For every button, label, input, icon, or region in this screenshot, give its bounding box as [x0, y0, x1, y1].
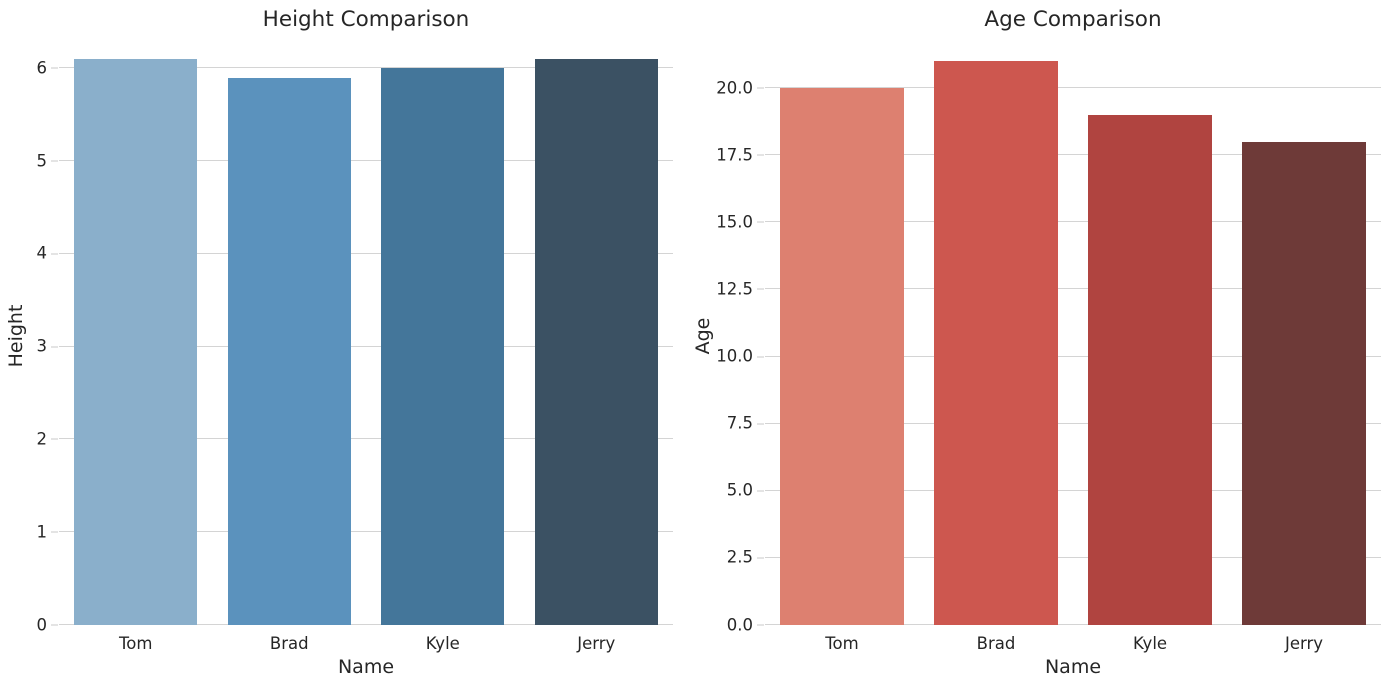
y-gridline [59, 438, 673, 440]
bar-tom-height [74, 59, 198, 625]
height-chart-plot-area: 0 1 2 3 4 5 6 Tom Brad Kyle Jerry [37, 47, 673, 652]
y-gridline [765, 556, 1381, 558]
y-tick-mark [757, 624, 764, 626]
y-gridline [59, 67, 673, 69]
y-tick-mark [51, 346, 58, 348]
y-tick-label: 1 [36, 521, 48, 541]
y-tick-label: 10.0 [716, 346, 753, 366]
x-tick-label: Brad [976, 634, 1016, 653]
height-chart-title: Height Comparison [262, 7, 470, 32]
x-tick-label: Kyle [1132, 634, 1168, 653]
height-x-axis-label: Name [337, 656, 395, 678]
y-tick-label: 6 [36, 58, 48, 78]
x-tick-label: Kyle [425, 634, 460, 653]
y-tick-mark [51, 438, 58, 440]
y-tick-label: 17.5 [716, 144, 753, 164]
y-gridline [59, 252, 673, 254]
age-chart-title: Age Comparison [984, 7, 1162, 32]
y-tick-mark [51, 531, 58, 533]
y-gridline [765, 221, 1381, 223]
y-gridline [765, 87, 1381, 89]
x-tick-label: Jerry [577, 634, 616, 653]
bar-tom-age [780, 88, 904, 625]
age-x-axis-label: Name [1044, 656, 1102, 678]
height-y-axis-label: Height [5, 304, 27, 368]
y-tick-label: 2 [36, 429, 48, 449]
bar-brad-height [227, 77, 351, 625]
y-tick-mark [757, 490, 764, 492]
y-tick-mark [757, 221, 764, 223]
age-chart-plot-area: 0.0 2.5 5.0 7.5 10.0 12.5 15.0 17.5 20.0 Tom Brad K… [716, 47, 1381, 652]
y-tick-label: 3 [36, 336, 48, 356]
bar-kyle-height [381, 68, 505, 625]
y-tick-mark [757, 557, 764, 559]
y-tick-mark [757, 154, 764, 156]
y-tick-label: 12.5 [716, 279, 753, 299]
bar-jerry-height [534, 59, 658, 625]
x-tick-label: Brad [269, 634, 309, 653]
y-tick-mark [51, 253, 58, 255]
y-tick-label: 2.5 [726, 547, 753, 567]
y-gridline [765, 288, 1381, 290]
y-gridline [765, 624, 1381, 625]
y-tick-mark [51, 67, 58, 69]
y-gridline [59, 624, 673, 625]
y-tick-label: 4 [36, 243, 48, 263]
x-tick-label: Tom [825, 634, 859, 653]
y-gridline [765, 489, 1381, 491]
y-gridline [765, 422, 1381, 424]
y-tick-mark [757, 87, 764, 89]
y-gridline [765, 355, 1381, 357]
y-tick-label: 15.0 [716, 212, 753, 232]
y-tick-mark [757, 356, 764, 358]
y-tick-label: 0.0 [726, 614, 753, 634]
y-gridline [59, 531, 673, 533]
bar-jerry-age [1242, 141, 1366, 625]
bar-brad-age [934, 61, 1058, 625]
y-tick-mark [757, 423, 764, 425]
y-gridline [59, 160, 673, 162]
y-tick-label: 5 [36, 150, 48, 170]
y-tick-label: 7.5 [726, 413, 753, 433]
y-tick-mark [757, 288, 764, 290]
y-tick-mark [51, 624, 58, 626]
x-tick-label: Tom [119, 634, 153, 653]
age-y-axis-label: Age [692, 317, 714, 355]
y-tick-label: 20.0 [716, 77, 753, 97]
x-tick-label: Jerry [1284, 634, 1324, 653]
y-gridline [59, 345, 673, 347]
y-tick-label: 0 [36, 614, 48, 634]
y-tick-label: 5.0 [726, 480, 753, 500]
y-tick-mark [51, 160, 58, 162]
y-gridline [765, 154, 1381, 156]
bar-kyle-age [1088, 114, 1212, 625]
